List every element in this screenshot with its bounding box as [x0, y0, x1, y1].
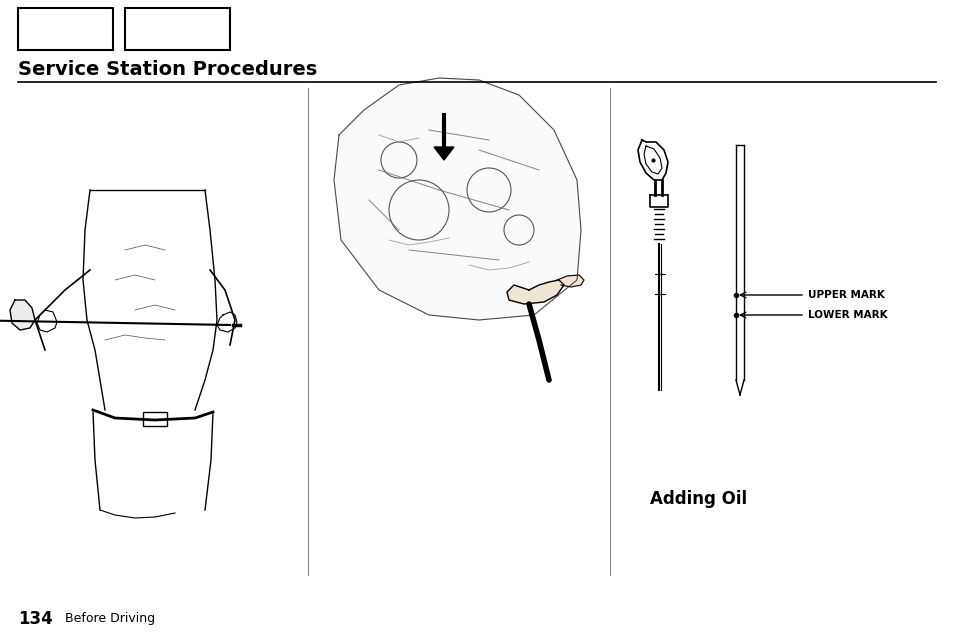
- Text: 134: 134: [18, 610, 52, 628]
- Text: Adding Oil: Adding Oil: [649, 490, 746, 508]
- Text: Before Driving: Before Driving: [65, 612, 155, 625]
- Polygon shape: [334, 78, 580, 320]
- Text: LOWER MARK: LOWER MARK: [807, 310, 886, 320]
- Polygon shape: [10, 300, 35, 330]
- Polygon shape: [434, 147, 454, 160]
- Bar: [18, 8, 112, 50]
- Polygon shape: [506, 280, 563, 304]
- Polygon shape: [557, 275, 583, 287]
- Text: UPPER MARK: UPPER MARK: [807, 290, 884, 300]
- Bar: [143, 412, 167, 426]
- Bar: [125, 8, 230, 50]
- Text: Service Station Procedures: Service Station Procedures: [18, 60, 317, 79]
